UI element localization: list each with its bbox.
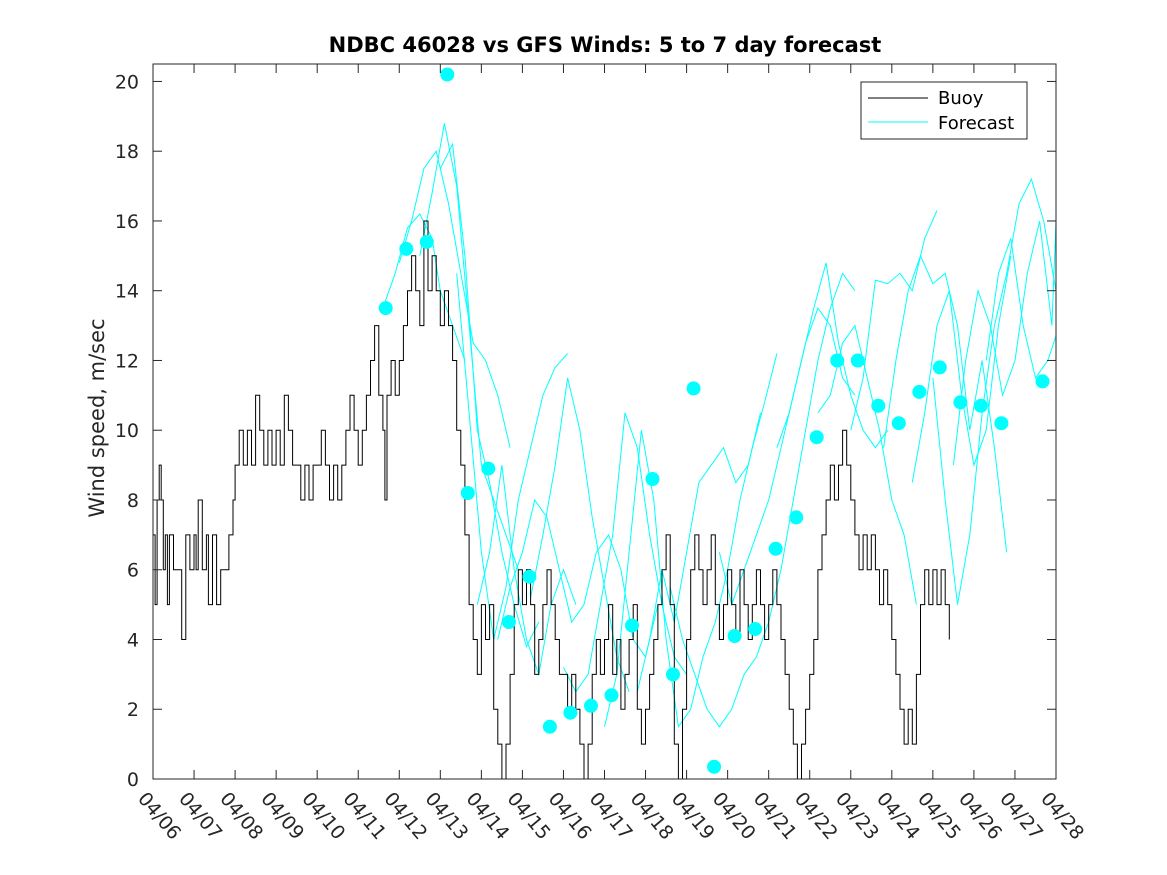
forecast-marker xyxy=(953,395,968,410)
forecast-line-12 xyxy=(718,307,856,607)
forecast-line-2 xyxy=(419,123,519,570)
forecast-line-8 xyxy=(563,412,688,693)
forecast-marker xyxy=(399,241,414,256)
y-tick-label: 12 xyxy=(115,350,139,372)
forecast-marker xyxy=(789,510,804,525)
y-axis: 0 2 4 6 8 10 12 14 16 18 20 xyxy=(115,71,1056,791)
forecast-line-15 xyxy=(850,210,938,431)
forecast-marker xyxy=(604,688,619,703)
forecast-line-13 xyxy=(776,262,889,449)
forecast-markers xyxy=(378,67,1050,774)
forecast-line-10 xyxy=(636,412,761,692)
forecast-marker xyxy=(686,381,701,396)
forecast-line-4 xyxy=(456,273,568,640)
forecast-marker xyxy=(932,360,947,375)
forecast-marker xyxy=(625,618,639,633)
legend-buoy-label: Buoy xyxy=(938,88,984,109)
forecast-line-5 xyxy=(476,465,577,677)
forecast-marker xyxy=(1035,374,1050,389)
y-tick-label: 8 xyxy=(127,490,139,512)
y-tick-label: 2 xyxy=(127,699,139,721)
forecast-marker xyxy=(891,416,906,431)
forecast-marker xyxy=(912,384,927,399)
forecast-marker xyxy=(666,667,680,682)
forecast-marker xyxy=(707,759,722,774)
forecast-marker xyxy=(460,486,475,500)
forecast-marker xyxy=(522,569,537,584)
forecast-line-11 xyxy=(669,272,856,728)
forecast-marker xyxy=(850,353,865,368)
forecast-marker xyxy=(994,416,1009,431)
buoy-series xyxy=(153,220,950,780)
forecast-marker xyxy=(973,398,988,413)
y-tick-label: 20 xyxy=(115,71,139,93)
forecast-marker xyxy=(542,719,557,734)
forecast-marker xyxy=(584,698,598,713)
y-tick-label: 14 xyxy=(115,281,139,303)
forecast-line-18 xyxy=(932,177,1057,605)
forecast-marker xyxy=(419,234,434,249)
forecast-marker xyxy=(748,622,763,636)
forecast-marker xyxy=(809,430,824,445)
forecast-marker xyxy=(768,541,783,556)
y-tick-label: 4 xyxy=(127,629,139,651)
y-tick-label: 10 xyxy=(115,420,139,442)
forecast-line-14 xyxy=(817,324,917,605)
legend-forecast-label: Forecast xyxy=(938,113,1014,134)
y-tick-label: 6 xyxy=(127,560,139,582)
chart-title: NDBC 46028 vs GFS Winds: 5 to 7 day fore… xyxy=(329,33,882,57)
forecast-marker xyxy=(830,353,845,368)
y-tick-label: 18 xyxy=(115,141,139,163)
buoy-line xyxy=(153,220,950,780)
forecast-marker xyxy=(645,472,660,486)
y-tick-label: 16 xyxy=(115,211,139,233)
forecast-marker xyxy=(378,301,393,316)
y-tick-label: 0 xyxy=(127,769,139,791)
legend-box xyxy=(860,81,1028,140)
legend: Buoy Forecast xyxy=(860,81,1028,140)
forecast-line-16 xyxy=(883,254,1008,553)
forecast-marker xyxy=(440,67,455,82)
forecast-marker xyxy=(727,629,742,643)
forecast-marker xyxy=(481,461,496,476)
forecast-line-19 xyxy=(952,220,1057,466)
forecast-marker xyxy=(563,705,578,720)
forecast-marker xyxy=(871,398,886,413)
y-axis-label: Wind speed, m/sec xyxy=(85,318,109,517)
forecast-marker xyxy=(501,615,516,629)
forecast-line-3 xyxy=(439,142,540,648)
forecast-line-1 xyxy=(398,150,511,448)
